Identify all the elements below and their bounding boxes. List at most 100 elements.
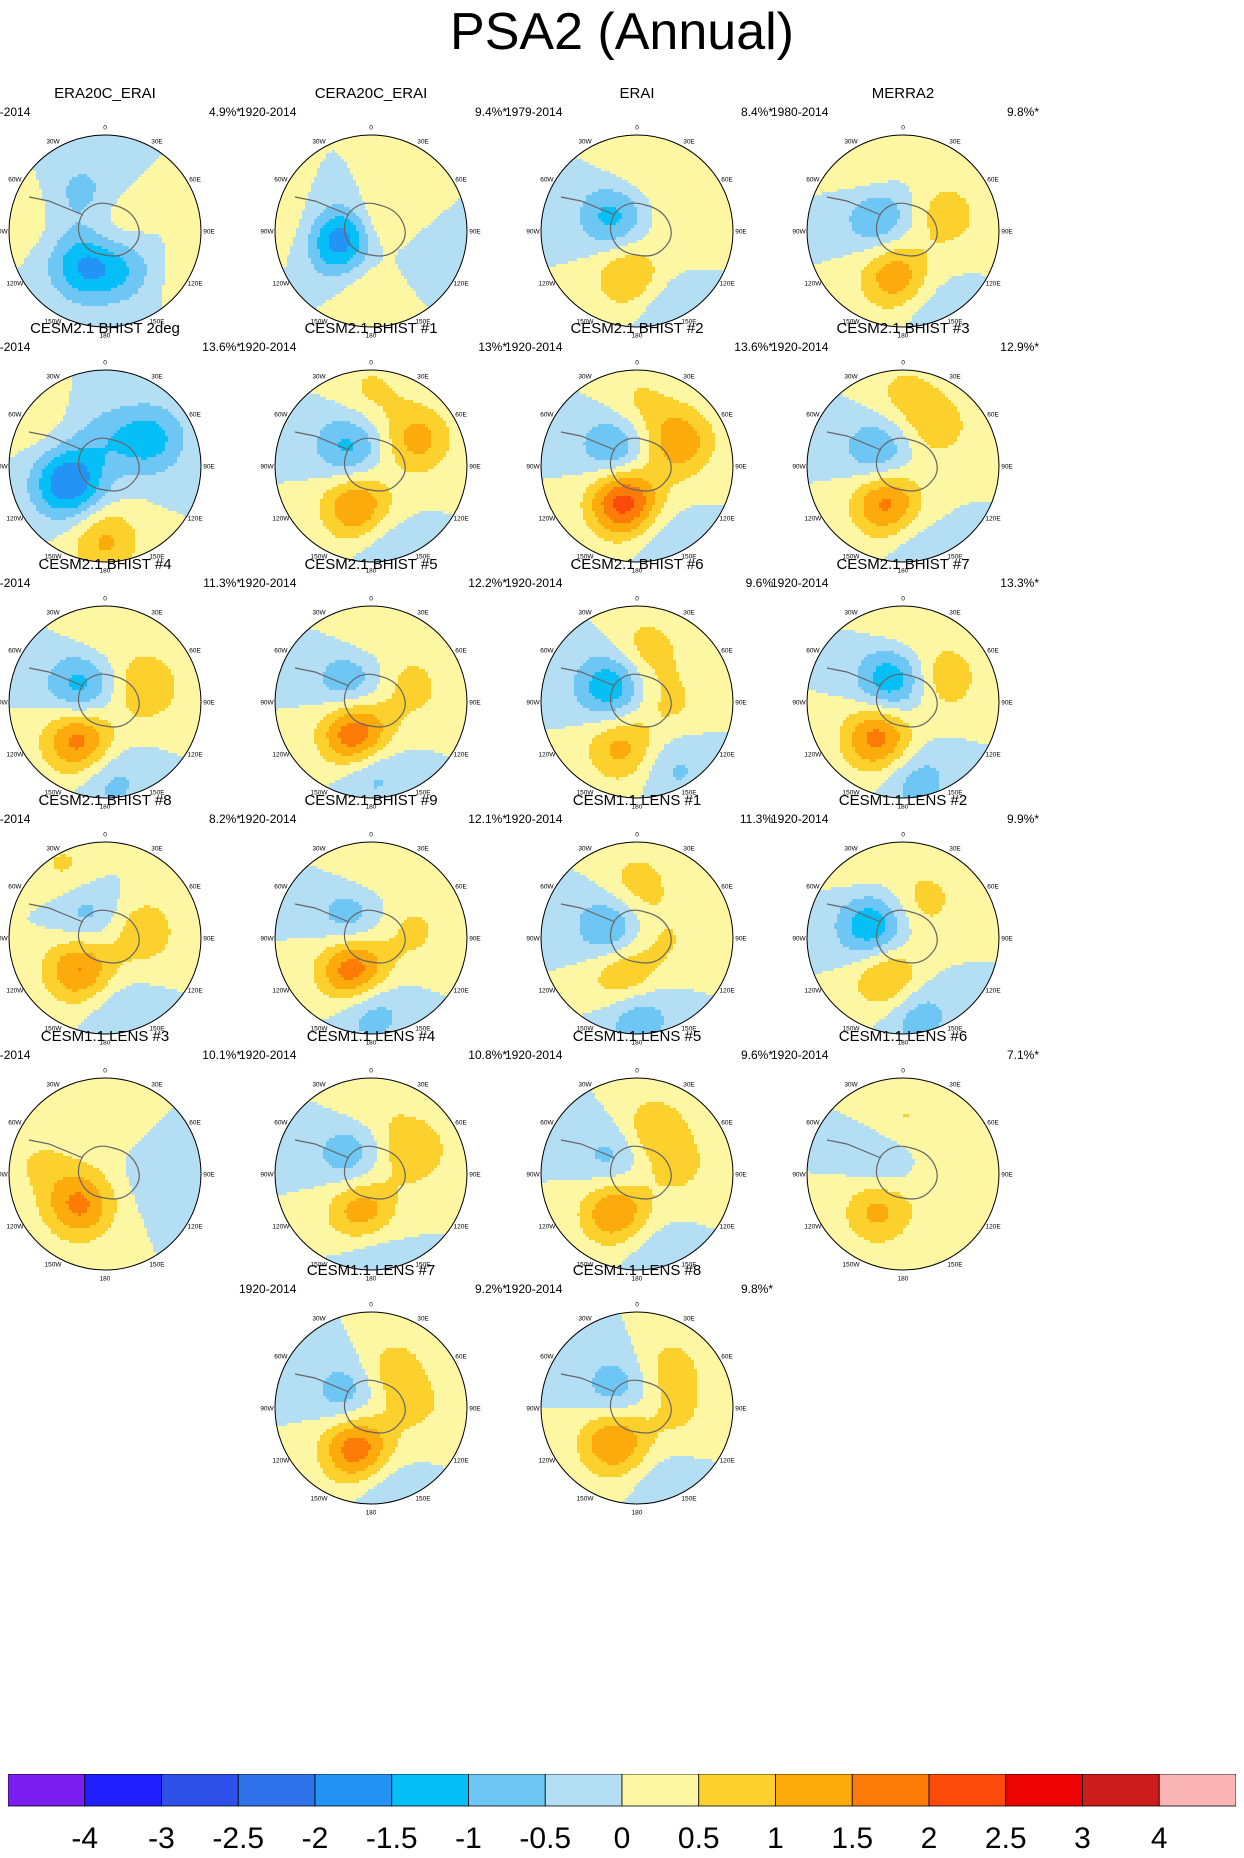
colorbar-label: 2 — [921, 1822, 938, 1855]
lon-tick-label: 90E — [735, 1172, 747, 1179]
panel-title: CESM2.1 BHIST #3 — [763, 320, 1043, 338]
colorbar-swatch — [469, 1774, 546, 1806]
lon-tick-label: 90W — [526, 1406, 540, 1413]
lon-tick-label: 30W — [578, 373, 592, 380]
lon-tick-label: 60W — [274, 884, 288, 891]
lon-tick-label: 150W — [311, 1496, 329, 1503]
lon-tick-label: 120W — [804, 516, 822, 523]
lon-tick-label: 60W — [274, 412, 288, 419]
map-panel: CESM2.1 BHIST 2deg1920-201413.6%*030E60E… — [0, 320, 245, 582]
lon-tick-label: 90W — [792, 464, 806, 471]
lon-tick-label: 60E — [455, 1120, 467, 1127]
lon-tick-label: 120W — [538, 752, 556, 759]
lon-tick-label: 90E — [469, 700, 481, 707]
lon-tick-label: 60E — [189, 1120, 201, 1127]
lon-tick-label: 0 — [901, 125, 905, 132]
lon-tick-label: 90W — [260, 700, 274, 707]
lon-tick-label: 90W — [526, 936, 540, 943]
lon-tick-label: 60W — [274, 648, 288, 655]
panel-title: CESM1.1 LENS #8 — [497, 1262, 777, 1280]
lon-tick-label: 120W — [804, 988, 822, 995]
lon-tick-label: 30W — [312, 1315, 326, 1322]
lon-tick-label: 30E — [151, 845, 163, 852]
lon-tick-label: 60E — [189, 412, 201, 419]
lon-tick-label: 120W — [804, 281, 822, 288]
lon-tick-label: 120W — [538, 988, 556, 995]
colorbar-label: 3 — [1074, 1822, 1091, 1855]
colorbar-swatch — [852, 1774, 929, 1806]
lon-tick-label: 0 — [103, 832, 107, 839]
lon-tick-label: 90W — [260, 464, 274, 471]
lon-tick-label: 120E — [720, 281, 736, 288]
lon-tick-label: 90W — [260, 1172, 274, 1179]
panel-title: CESM2.1 BHIST #2 — [497, 320, 777, 338]
lon-tick-label: 30W — [578, 609, 592, 616]
lon-tick-label: 60W — [540, 1120, 554, 1127]
panel-title: CESM1.1 LENS #3 — [0, 1028, 245, 1046]
lon-tick-label: 60W — [806, 1120, 820, 1127]
lon-tick-label: 120W — [6, 1224, 24, 1231]
panel-title: CESM1.1 LENS #4 — [231, 1028, 511, 1046]
panel-title: CESM2.1 BHIST #7 — [763, 556, 1043, 574]
panel-title: CESM1.1 LENS #1 — [497, 792, 777, 810]
lon-tick-label: 0 — [369, 596, 373, 603]
lon-tick-label: 120E — [188, 1224, 204, 1231]
lon-tick-label: 120E — [454, 1458, 470, 1465]
lon-tick-label: 120E — [188, 988, 204, 995]
panel-title: CESM1.1 LENS #6 — [763, 1028, 1043, 1046]
lon-tick-label: 90W — [260, 1406, 274, 1413]
lon-tick-label: 60E — [189, 648, 201, 655]
lon-tick-label: 150E — [947, 1262, 963, 1269]
panel-title: CESM2.1 BHIST 2deg — [0, 320, 245, 338]
lon-tick-label: 120W — [6, 281, 24, 288]
lon-tick-label: 90E — [1001, 1172, 1013, 1179]
lon-tick-label: 120W — [804, 752, 822, 759]
lon-tick-label: 60W — [540, 884, 554, 891]
lon-tick-label: 120E — [720, 516, 736, 523]
lon-tick-label: 30E — [949, 1081, 961, 1088]
panel-title: CESM2.1 BHIST #8 — [0, 792, 245, 810]
lon-tick-label: 0 — [635, 125, 639, 132]
lon-tick-label: 90W — [526, 1172, 540, 1179]
map-panel: CESM1.1 LENS #4 1920-2014 10.8%* 0 30E 60E 90E… — [231, 1028, 511, 1290]
lon-tick-label: 90E — [203, 464, 215, 471]
colorbar-swatch — [392, 1774, 469, 1806]
lon-tick-label: 120W — [272, 1458, 290, 1465]
lon-tick-label: 30E — [151, 609, 163, 616]
lon-tick-label: 120W — [6, 752, 24, 759]
panel-title: CESM1.1 LENS #7 — [231, 1262, 511, 1280]
colorbar-swatch — [315, 1774, 392, 1806]
lon-tick-label: 60E — [987, 648, 999, 655]
colorbar-swatch — [162, 1774, 239, 1806]
lon-tick-label: 60W — [806, 884, 820, 891]
lon-tick-label: 90E — [1001, 700, 1013, 707]
lon-tick-label: 120E — [188, 752, 204, 759]
lon-tick-label: 180 — [898, 1276, 909, 1283]
panel-title: CESM2.1 BHIST #9 — [231, 792, 511, 810]
lon-tick-label: 60E — [721, 412, 733, 419]
lon-tick-label: 30W — [46, 138, 60, 145]
lon-tick-label: 150W — [577, 1496, 595, 1503]
lon-tick-label: 0 — [369, 1302, 373, 1309]
lon-tick-label: 60W — [274, 1354, 288, 1361]
colorbar-swatch — [1006, 1774, 1083, 1806]
lon-tick-label: 60W — [8, 177, 22, 184]
lon-tick-label: 90W — [0, 229, 9, 236]
lon-tick-label: 120W — [538, 1458, 556, 1465]
colorbar-label: 1 — [767, 1822, 784, 1855]
lon-tick-label: 120E — [986, 1224, 1002, 1231]
lon-tick-label: 90W — [526, 464, 540, 471]
colorbar-label: -2 — [302, 1822, 329, 1855]
lon-tick-label: 60W — [8, 648, 22, 655]
